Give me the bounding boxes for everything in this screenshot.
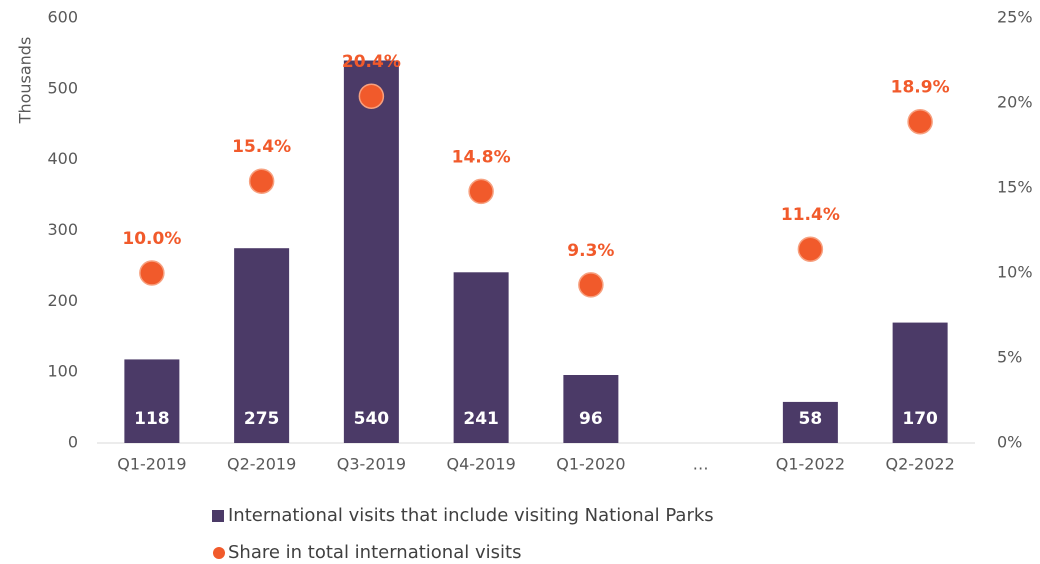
dot-label: 20.4% (342, 52, 401, 72)
bar (892, 322, 948, 443)
y2-tick-label: 25% (997, 8, 1033, 27)
legend-label: Share in total international visits (228, 542, 521, 563)
dot (578, 272, 604, 298)
y-tick-label: 600 (47, 8, 78, 27)
bar (124, 359, 180, 443)
bar-label: 96 (579, 409, 603, 429)
bar (453, 272, 509, 443)
legend-swatch (212, 510, 224, 522)
bar-label: 540 (354, 409, 390, 429)
dot (139, 260, 165, 286)
dot (358, 83, 385, 109)
dot-label: 18.9% (891, 78, 950, 98)
y2-tick-label: 5% (997, 348, 1022, 367)
y-tick-label: 100 (47, 362, 78, 381)
dot-label: 15.4% (232, 137, 291, 157)
dot-label: 10.0% (122, 229, 181, 249)
x-tick-label: Q4-2019 (446, 455, 515, 474)
legend-swatch (213, 547, 225, 559)
bar (563, 375, 619, 443)
y2-tick-label: 15% (997, 178, 1033, 197)
y2-tick-label: 20% (997, 93, 1033, 112)
dot-label: 14.8% (452, 147, 511, 167)
dot (797, 236, 824, 262)
x-tick-label: Q2-2019 (227, 455, 296, 474)
y-tick-label: 0 (68, 433, 78, 452)
legend-label: International visits that include visiti… (228, 505, 714, 526)
y-tick-label: 500 (47, 78, 78, 97)
dot-label: 11.4% (781, 205, 840, 225)
y2-tick-label: 10% (997, 263, 1033, 282)
dot (907, 108, 933, 135)
dot-label: 9.3% (567, 241, 614, 261)
x-tick-label: Q1-2022 (776, 455, 845, 474)
bar-label: 170 (902, 409, 938, 429)
x-tick-label: Q1-2020 (556, 455, 625, 474)
bar-label: 118 (134, 409, 170, 429)
x-tick-label: … (693, 455, 709, 474)
x-tick-label: Q1-2019 (117, 455, 186, 474)
bar-label: 241 (463, 409, 499, 429)
bar (343, 60, 399, 443)
y-axis-label: Thousands (16, 37, 35, 125)
bar-label: 58 (799, 409, 823, 429)
bar (234, 248, 290, 443)
x-tick-label: Q3-2019 (337, 455, 406, 474)
y-tick-label: 400 (47, 149, 78, 168)
bar-label: 275 (244, 409, 280, 429)
dot (248, 168, 275, 194)
y2-tick-label: 0% (997, 433, 1022, 452)
bar (782, 401, 838, 443)
x-tick-label: Q2-2022 (885, 455, 954, 474)
y-tick-label: 300 (47, 220, 78, 239)
dot (468, 178, 494, 205)
y-tick-label: 200 (47, 291, 78, 310)
